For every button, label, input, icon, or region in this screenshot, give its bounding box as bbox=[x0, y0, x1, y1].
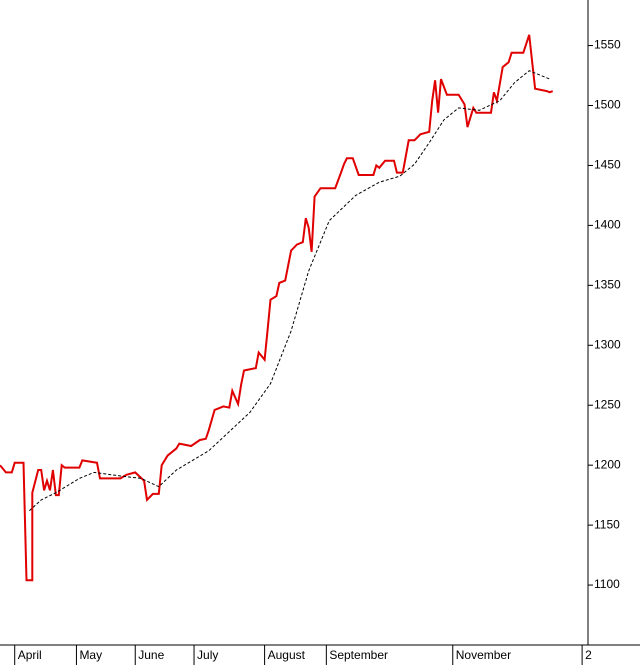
y-tick-label: 1450 bbox=[594, 158, 621, 172]
x-tick-label: July bbox=[197, 648, 218, 662]
x-tick-label: June bbox=[138, 648, 164, 662]
x-tick-label: November bbox=[456, 648, 511, 662]
y-tick-label: 1300 bbox=[594, 337, 621, 351]
moving-average-line bbox=[29, 70, 550, 512]
x-tick-label: August bbox=[268, 648, 306, 662]
x-tick-label: 2 bbox=[585, 648, 592, 662]
x-tick-label: April bbox=[18, 648, 42, 662]
y-tick-label: 1400 bbox=[594, 218, 621, 232]
x-tick-label: September bbox=[329, 648, 388, 662]
x-tick-label: May bbox=[79, 648, 102, 662]
y-tick-label: 1200 bbox=[594, 457, 621, 471]
y-tick-label: 1100 bbox=[594, 577, 620, 591]
y-tick-label: 1350 bbox=[594, 278, 621, 292]
price-line bbox=[0, 34, 554, 582]
y-tick-label: 1250 bbox=[594, 397, 621, 411]
y-tick-label: 1150 bbox=[594, 517, 620, 531]
y-tick-label: 1550 bbox=[594, 38, 621, 52]
y-tick-label: 1500 bbox=[594, 98, 621, 112]
